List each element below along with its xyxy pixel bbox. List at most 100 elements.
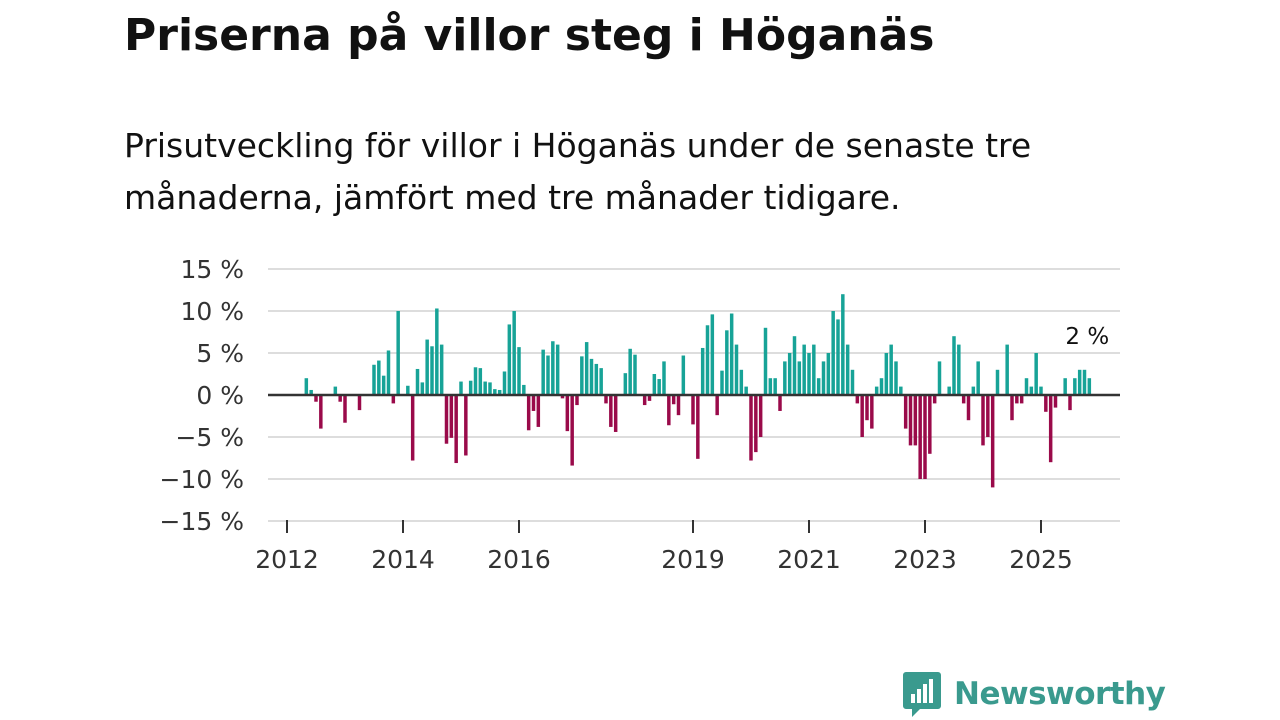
bar <box>551 341 555 395</box>
bar <box>391 395 396 404</box>
newsworthy-logo[interactable]: Newsworthy <box>902 670 1166 718</box>
bar <box>652 374 657 395</box>
bar <box>522 384 526 395</box>
x-tick-label: 2025 <box>1009 545 1073 574</box>
bar <box>990 395 995 488</box>
bar <box>304 378 309 395</box>
bar <box>570 395 574 466</box>
bar <box>792 336 797 395</box>
bar <box>1010 395 1014 421</box>
bar <box>802 344 806 395</box>
bar <box>396 311 400 395</box>
grid-layer <box>268 268 1120 522</box>
bar <box>826 353 831 395</box>
bar <box>884 353 889 395</box>
bar <box>1005 344 1009 395</box>
bar <box>816 378 821 395</box>
bar <box>565 395 570 432</box>
bar <box>749 395 753 461</box>
bar <box>333 386 338 395</box>
bar <box>870 395 874 429</box>
bar <box>831 311 835 395</box>
bar <box>589 358 594 395</box>
chart-subtitle: Prisutveckling för villor i Höganäs unde… <box>124 126 1032 217</box>
bar <box>343 395 347 423</box>
bar <box>623 373 628 395</box>
bar <box>918 395 922 479</box>
bar <box>1019 395 1024 404</box>
bar <box>807 353 811 395</box>
bar <box>889 344 893 395</box>
bar <box>957 344 961 395</box>
bar <box>734 344 739 395</box>
bar <box>783 361 787 395</box>
bar <box>449 395 454 438</box>
y-tick-label: −10 % <box>160 465 244 494</box>
bar <box>541 349 545 395</box>
bar <box>647 395 652 401</box>
bar <box>758 395 763 437</box>
bar <box>415 368 420 395</box>
bar <box>628 348 632 395</box>
bar <box>526 395 531 431</box>
bar <box>386 350 391 395</box>
bar <box>613 395 618 432</box>
bar <box>937 361 942 395</box>
x-tick-label: 2016 <box>487 545 551 574</box>
x-tick-label: 2019 <box>661 545 725 574</box>
bar <box>913 395 918 446</box>
bar <box>410 395 415 461</box>
bar <box>797 361 802 395</box>
y-tick-label: −5 % <box>175 423 244 452</box>
y-tick-label: 0 % <box>196 381 244 410</box>
bar <box>633 354 637 395</box>
bar <box>468 380 473 395</box>
bar <box>488 382 492 395</box>
bar <box>860 395 864 437</box>
bar <box>493 389 497 395</box>
y-tick-label: 15 % <box>180 255 244 284</box>
bar <box>309 389 313 395</box>
bar <box>454 395 458 464</box>
bar <box>995 369 1000 395</box>
bar <box>483 381 487 395</box>
bar <box>609 395 613 427</box>
bar <box>657 379 661 395</box>
bar <box>778 395 782 411</box>
bar <box>512 311 516 395</box>
bar <box>850 369 855 395</box>
bar <box>903 395 908 429</box>
bar <box>497 389 502 395</box>
bar <box>357 395 362 411</box>
bar <box>594 363 599 395</box>
bar <box>1082 369 1087 395</box>
bar <box>739 369 744 395</box>
bars-layer <box>304 294 1092 488</box>
bar <box>536 395 541 427</box>
bar <box>845 344 850 395</box>
bar <box>439 344 444 395</box>
chart-title: Priserna på villor steg i Höganäs <box>124 10 935 61</box>
x-tick-label: 2014 <box>371 545 435 574</box>
bar <box>430 346 434 395</box>
label-layer: 15 % 10 % 5 % 0 % −5 % −10 % −15 % 2012 2014 2016… <box>160 255 1110 574</box>
bar <box>507 324 512 395</box>
bar <box>923 395 927 479</box>
bar <box>604 395 608 404</box>
axis-layer <box>268 393 1120 533</box>
bar <box>1087 378 1092 395</box>
bar <box>444 395 449 444</box>
bar <box>763 327 768 395</box>
bar <box>715 395 719 416</box>
bar <box>425 339 429 395</box>
bar <box>517 347 521 395</box>
x-tick-label: 2021 <box>777 545 841 574</box>
bar <box>966 395 971 421</box>
bar <box>377 360 381 395</box>
bar <box>1063 378 1067 395</box>
bar <box>700 347 705 395</box>
bar <box>787 353 792 395</box>
bar <box>874 386 879 395</box>
logo-text: Newsworthy <box>954 676 1166 712</box>
y-tick-label: −15 % <box>160 507 244 536</box>
